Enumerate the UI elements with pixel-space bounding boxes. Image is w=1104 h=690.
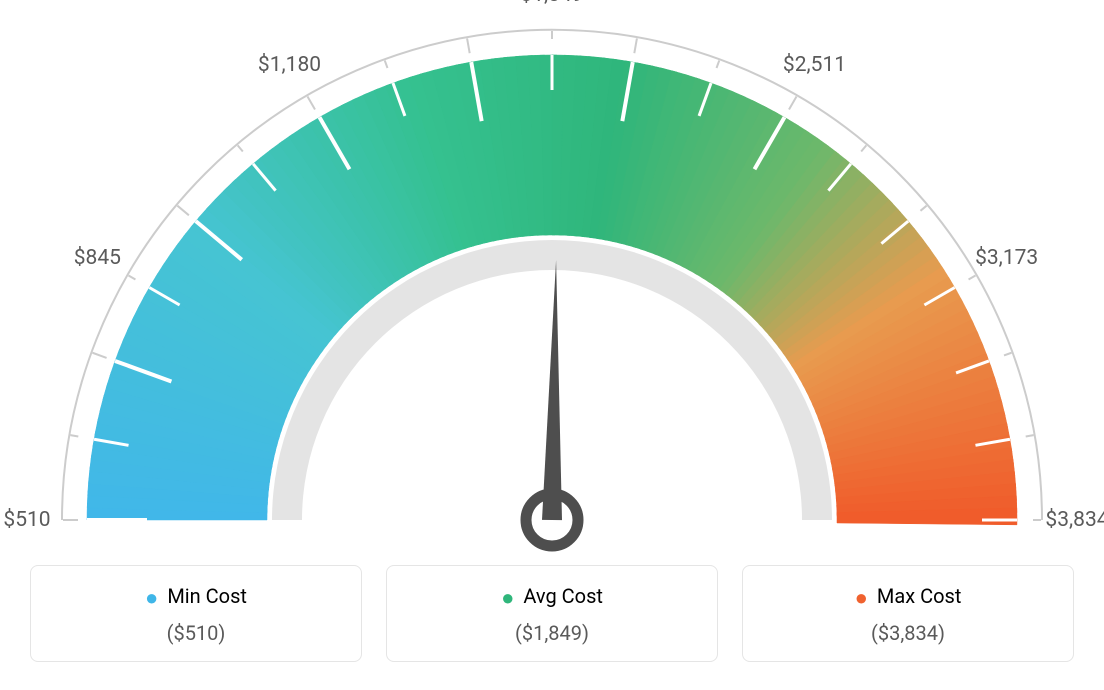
dot-icon: ● [501, 586, 514, 611]
gauge-tick-label: $510 [3, 508, 50, 532]
gauge-tick-label: $845 [74, 246, 121, 270]
legend-avg-label: Avg Cost [523, 584, 603, 608]
legend-max-value: ($3,834) [753, 621, 1063, 645]
gauge-svg [0, 0, 1104, 560]
legend-avg-value: ($1,849) [397, 621, 707, 645]
legend-min-value: ($510) [41, 621, 351, 645]
legend-row: ● Min Cost ($510) ● Avg Cost ($1,849) ● … [30, 565, 1074, 662]
gauge-tick-label: $3,173 [975, 246, 1038, 270]
legend-max-label: Max Cost [877, 584, 962, 608]
legend-min-label: Min Cost [167, 584, 247, 608]
chart-container: $510 $845 $1,180 $1,849 $2,511 $3,173 $3,834 ●… [0, 0, 1104, 690]
dot-icon: ● [855, 586, 868, 611]
legend-min-title: ● Min Cost [41, 584, 351, 611]
legend-avg-title: ● Avg Cost [397, 584, 707, 611]
gauge-tick-label: $1,849 [520, 0, 583, 7]
legend-card-min: ● Min Cost ($510) [30, 565, 362, 662]
legend-card-avg: ● Avg Cost ($1,849) [386, 565, 718, 662]
legend-max-title: ● Max Cost [753, 584, 1063, 611]
gauge-tick-label: $3,834 [1045, 508, 1104, 532]
gauge-chart: $510 $845 $1,180 $1,849 $2,511 $3,173 $3,834 [0, 0, 1104, 560]
gauge-tick-label: $2,511 [783, 53, 846, 77]
legend-card-max: ● Max Cost ($3,834) [742, 565, 1074, 662]
dot-icon: ● [145, 586, 158, 611]
gauge-tick-label: $1,180 [258, 53, 321, 77]
